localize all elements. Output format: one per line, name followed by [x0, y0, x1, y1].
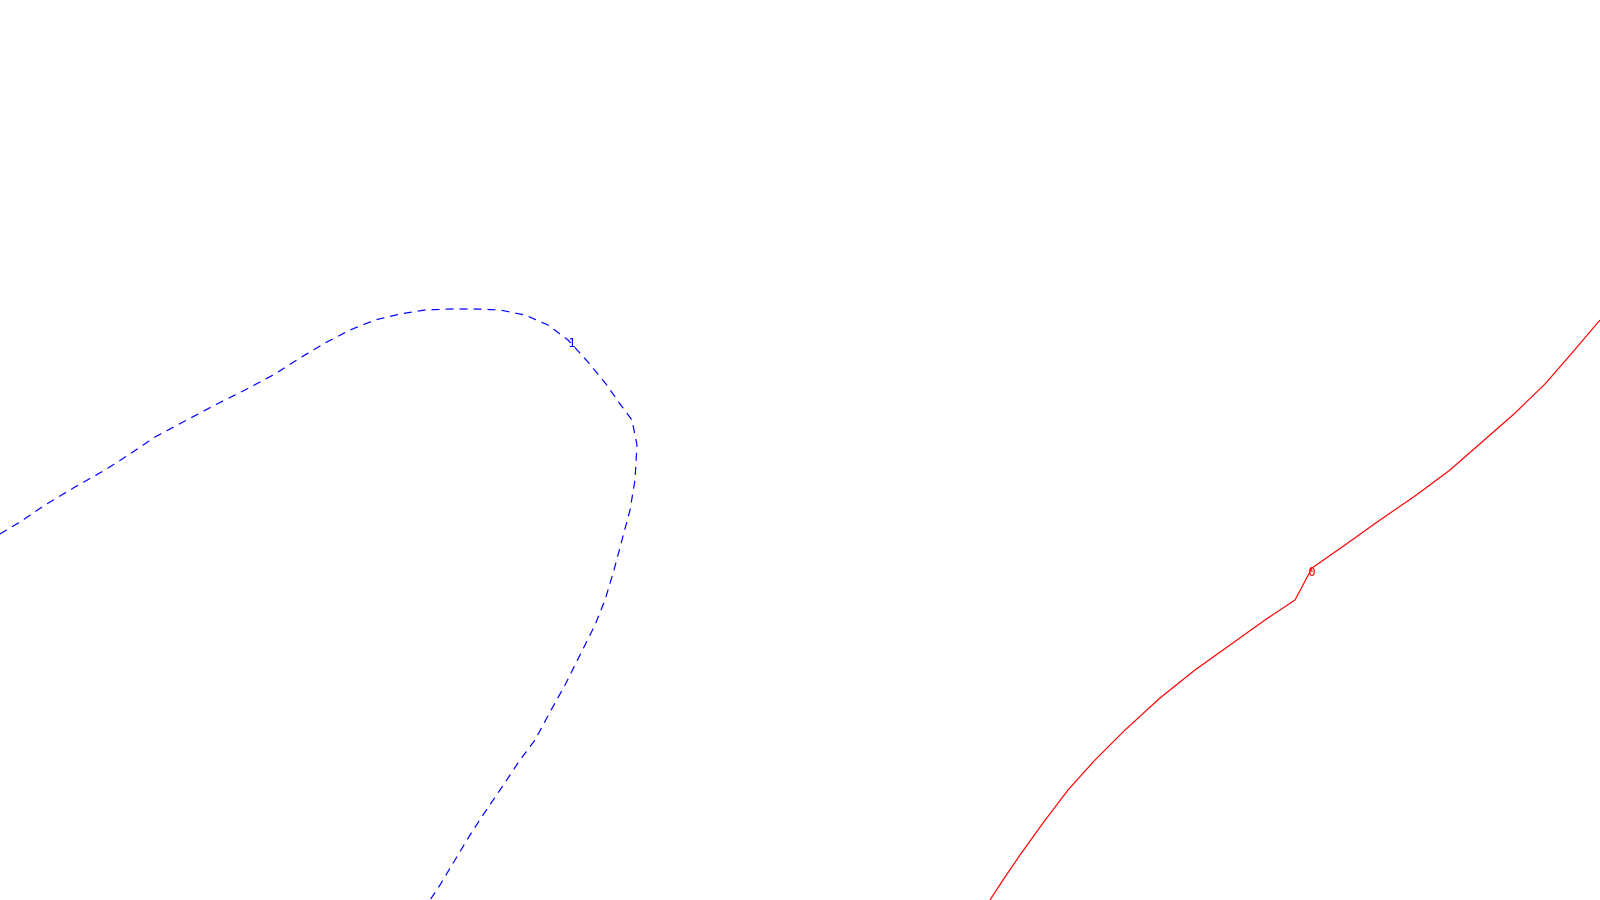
contour-line-1: 1: [0, 308, 638, 900]
contour-level-label: 1: [568, 336, 575, 350]
contour-path-solid: [989, 319, 1600, 900]
contour-path-dashed: [0, 308, 638, 900]
contour-line-0: 0: [989, 319, 1600, 900]
contour-level-label: 0: [1308, 565, 1315, 579]
